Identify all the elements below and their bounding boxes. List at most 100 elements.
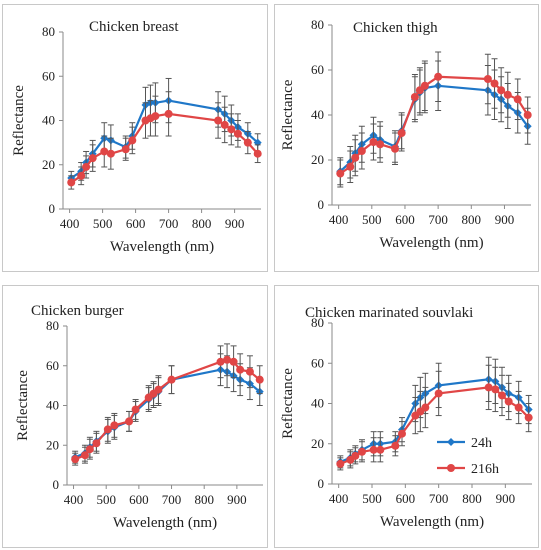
data-point bbox=[67, 178, 76, 187]
x-tick-label: 500 bbox=[93, 216, 113, 231]
data-point bbox=[71, 455, 80, 464]
data-point bbox=[214, 116, 223, 125]
legend: 24h 216h bbox=[437, 436, 499, 477]
data-point bbox=[491, 385, 500, 394]
chart-panel-chicken-breast: 0 20 40 60 80 400 500 600 700 800 900 Wavelength (n… bbox=[2, 4, 268, 272]
y-tick-label: 60 bbox=[311, 62, 324, 77]
data-point bbox=[398, 429, 406, 438]
series-216h bbox=[336, 51, 532, 188]
y-tick-label: 0 bbox=[318, 476, 325, 491]
x-tick-label: 400 bbox=[64, 492, 84, 507]
data-point bbox=[490, 79, 499, 88]
data-point bbox=[369, 138, 378, 146]
x-tick-label: 500 bbox=[96, 492, 116, 507]
chart-panel-chicken-burger: 0 20 40 60 80 400 500 600 700 800 900 Wavelength (n… bbox=[2, 285, 268, 548]
x-tick-label: 600 bbox=[395, 212, 415, 227]
y-tick-label: 60 bbox=[42, 68, 55, 83]
series-216h bbox=[67, 91, 262, 190]
legend-marker bbox=[447, 464, 455, 472]
data-point bbox=[216, 357, 225, 366]
x-tick-label: 900 bbox=[225, 216, 245, 231]
data-point bbox=[154, 385, 163, 394]
x-tick-label: 500 bbox=[362, 491, 382, 506]
data-point bbox=[100, 147, 109, 156]
x-tick-label: 800 bbox=[194, 492, 214, 507]
y-tick-label: 20 bbox=[46, 437, 59, 452]
data-point bbox=[233, 129, 242, 138]
x-tick-label: 700 bbox=[428, 212, 448, 227]
data-point bbox=[434, 389, 443, 398]
x-tick-label: 600 bbox=[396, 491, 416, 506]
chart-svg: 0 20 40 60 80 400 500 600 700 800 900 Wavelength (n… bbox=[11, 19, 262, 255]
legend-marker bbox=[447, 438, 455, 446]
data-point bbox=[336, 459, 345, 468]
data-point bbox=[167, 375, 176, 384]
y-tick-label: 60 bbox=[46, 358, 59, 373]
data-point bbox=[125, 417, 134, 426]
x-tick-label: 800 bbox=[462, 212, 482, 227]
data-point bbox=[151, 112, 160, 121]
data-point bbox=[92, 439, 101, 448]
data-point bbox=[236, 365, 245, 374]
data-point bbox=[483, 75, 492, 83]
series-line bbox=[70, 99, 259, 179]
y-tick-label: 0 bbox=[318, 197, 325, 212]
data-point bbox=[376, 140, 385, 149]
data-point bbox=[164, 109, 173, 118]
data-point bbox=[503, 90, 512, 99]
legend-label: 216h bbox=[471, 462, 499, 477]
x-tick-label: 400 bbox=[329, 491, 349, 506]
data-point bbox=[357, 147, 366, 155]
chart-svg: 0 20 40 60 80 400 500 600 700 800 900 Wavelength (n… bbox=[280, 305, 533, 530]
data-point bbox=[376, 445, 385, 454]
data-point bbox=[85, 445, 94, 454]
data-point bbox=[346, 162, 355, 171]
chart-panel-chicken-souvlaki: 0 20 40 60 80 400 500 600 700 800 900 Wavelength (n… bbox=[274, 285, 539, 548]
data-point bbox=[504, 397, 513, 406]
data-point bbox=[223, 355, 232, 364]
x-axis-title: Wavelength (nm) bbox=[380, 514, 484, 530]
data-point bbox=[523, 111, 532, 119]
y-tick-label: 60 bbox=[311, 355, 324, 370]
data-point bbox=[243, 138, 252, 147]
chart-svg: 0 20 40 60 80 400 500 600 700 800 900 Wavelength (n… bbox=[280, 17, 532, 251]
x-tick-label: 700 bbox=[162, 492, 182, 507]
data-point bbox=[410, 93, 419, 101]
y-axis-title: Reflectance bbox=[15, 370, 31, 441]
x-tick-label: 800 bbox=[462, 491, 482, 506]
y-tick-label: 40 bbox=[311, 107, 324, 122]
data-point bbox=[82, 162, 91, 171]
data-point bbox=[128, 136, 137, 145]
y-axis-title: Reflectance bbox=[280, 79, 296, 150]
y-tick-label: 20 bbox=[311, 152, 324, 167]
x-tick-label: 400 bbox=[60, 216, 80, 231]
x-tick-label: 800 bbox=[192, 216, 212, 231]
x-tick-label: 600 bbox=[126, 216, 146, 231]
y-tick-label: 40 bbox=[311, 396, 324, 411]
data-point bbox=[121, 145, 130, 154]
data-point bbox=[253, 149, 262, 158]
data-point bbox=[229, 357, 238, 366]
y-tick-label: 80 bbox=[46, 318, 59, 333]
data-point bbox=[497, 86, 506, 95]
series-24h bbox=[71, 353, 264, 464]
x-axis-title: Wavelength (nm) bbox=[379, 235, 483, 251]
x-tick-label: 900 bbox=[495, 212, 515, 227]
data-point bbox=[397, 129, 406, 137]
data-point bbox=[80, 451, 89, 460]
x-axis-title: Wavelength (nm) bbox=[110, 239, 214, 255]
series-216h bbox=[336, 364, 533, 471]
y-axis-title: Reflectance bbox=[11, 85, 27, 156]
data-point bbox=[513, 95, 522, 104]
data-point bbox=[514, 403, 523, 412]
data-point bbox=[103, 425, 112, 434]
data-point bbox=[391, 441, 400, 450]
x-tick-label: 600 bbox=[129, 492, 149, 507]
data-point bbox=[351, 451, 360, 460]
x-axis-title: Wavelength (nm) bbox=[113, 515, 217, 531]
y-tick-label: 40 bbox=[46, 398, 59, 413]
y-tick-label: 80 bbox=[311, 17, 324, 32]
x-tick-label: 700 bbox=[159, 216, 179, 231]
data-point bbox=[255, 375, 264, 384]
series-216h bbox=[71, 343, 264, 466]
